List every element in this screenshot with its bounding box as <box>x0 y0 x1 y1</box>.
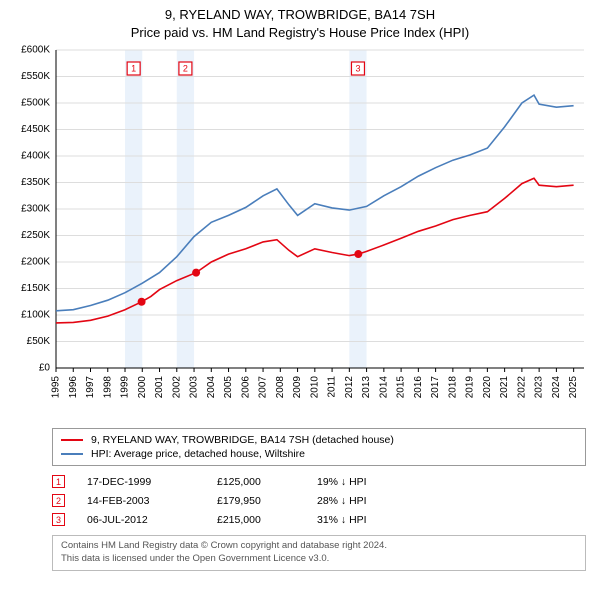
y-tick-label: £200K <box>21 257 50 268</box>
sale-hpi-delta: 31% ↓ HPI <box>317 514 407 526</box>
footer-line1: Contains HM Land Registry data © Crown c… <box>61 540 577 553</box>
x-tick-label: 1998 <box>102 376 113 399</box>
sale-price: £125,000 <box>217 476 317 488</box>
y-tick-label: £0 <box>39 363 51 374</box>
sale-marker-icon: 2 <box>52 494 65 507</box>
x-tick-label: 2003 <box>189 376 200 399</box>
x-tick-label: 2004 <box>206 376 217 399</box>
x-tick-label: 2018 <box>447 376 458 399</box>
sale-dot <box>138 298 146 306</box>
y-tick-label: £250K <box>21 231 50 242</box>
x-tick-label: 2001 <box>154 376 165 399</box>
sale-date: 06-JUL-2012 <box>87 514 217 526</box>
sale-marker-num: 3 <box>355 64 360 74</box>
sale-hpi-delta: 28% ↓ HPI <box>317 495 407 507</box>
title-block: 9, RYELAND WAY, TROWBRIDGE, BA14 7SH Pri… <box>0 0 600 44</box>
x-tick-label: 1997 <box>85 376 96 399</box>
x-tick-label: 2013 <box>361 376 372 399</box>
x-tick-label: 2014 <box>378 376 389 399</box>
y-tick-label: £300K <box>21 204 50 215</box>
x-tick-label: 2021 <box>499 376 510 399</box>
sale-marker-icon: 3 <box>52 513 65 526</box>
y-tick-label: £350K <box>21 178 50 189</box>
x-tick-label: 2015 <box>396 376 407 399</box>
sale-marker-icon: 1 <box>52 475 65 488</box>
y-tick-label: £150K <box>21 284 50 295</box>
legend-label: HPI: Average price, detached house, Wilt… <box>91 448 305 460</box>
x-tick-label: 2025 <box>568 376 579 399</box>
legend-swatch <box>61 439 83 441</box>
x-tick-label: 2006 <box>240 376 251 399</box>
sale-row: 1 17-DEC-1999£125,00019% ↓ HPI <box>52 472 586 491</box>
sale-marker-num: 1 <box>131 64 136 74</box>
x-tick-label: 2007 <box>258 376 269 399</box>
x-tick-label: 2022 <box>516 376 527 399</box>
sale-row: 2 14-FEB-2003£179,95028% ↓ HPI <box>52 491 586 510</box>
footer-line2: This data is licensed under the Open Gov… <box>61 553 577 566</box>
x-tick-label: 1996 <box>68 376 79 399</box>
x-tick-label: 2023 <box>534 376 545 399</box>
sale-date: 14-FEB-2003 <box>87 495 217 507</box>
legend-row: HPI: Average price, detached house, Wilt… <box>61 447 577 461</box>
chart-container: 9, RYELAND WAY, TROWBRIDGE, BA14 7SH Pri… <box>0 0 600 590</box>
sale-dot <box>192 269 200 277</box>
sales-table: 1 17-DEC-1999£125,00019% ↓ HPI 2 14-FEB-200… <box>52 472 586 529</box>
y-tick-label: £550K <box>21 72 50 83</box>
chart-area: £0 £50K £100K £150K £200K £250K £300K £350K £400… <box>8 44 592 424</box>
sale-date: 17-DEC-1999 <box>87 476 217 488</box>
sale-price: £215,000 <box>217 514 317 526</box>
sale-marker-num: 2 <box>183 64 188 74</box>
x-tick-label: 2019 <box>465 376 476 399</box>
chart-svg: £0 £50K £100K £150K £200K £250K £300K £350K £400… <box>8 44 592 424</box>
x-tick-label: 2017 <box>430 376 441 399</box>
y-tick-label: £100K <box>21 310 50 321</box>
x-tick-label: 1999 <box>120 376 131 399</box>
legend-swatch <box>61 453 83 455</box>
sale-hpi-delta: 19% ↓ HPI <box>317 476 407 488</box>
title-subtitle: Price paid vs. HM Land Registry's House … <box>0 24 600 42</box>
x-tick-label: 2020 <box>482 376 493 399</box>
y-tick-label: £500K <box>21 98 50 109</box>
legend: 9, RYELAND WAY, TROWBRIDGE, BA14 7SH (de… <box>52 428 586 466</box>
x-tick-label: 2024 <box>551 376 562 399</box>
sale-row: 3 06-JUL-2012£215,00031% ↓ HPI <box>52 510 586 529</box>
legend-label: 9, RYELAND WAY, TROWBRIDGE, BA14 7SH (de… <box>91 434 394 446</box>
x-tick-label: 2009 <box>292 376 303 399</box>
x-tick-label: 2011 <box>327 376 338 398</box>
x-tick-label: 2002 <box>171 376 182 399</box>
legend-row: 9, RYELAND WAY, TROWBRIDGE, BA14 7SH (de… <box>61 433 577 447</box>
x-tick-label: 2005 <box>223 376 234 399</box>
x-tick-label: 1995 <box>51 376 62 399</box>
x-tick-label: 2000 <box>137 376 148 399</box>
y-tick-label: £50K <box>27 337 51 348</box>
y-tick-label: £400K <box>21 151 50 162</box>
x-tick-label: 2012 <box>344 376 355 399</box>
sale-price: £179,950 <box>217 495 317 507</box>
title-address: 9, RYELAND WAY, TROWBRIDGE, BA14 7SH <box>0 6 600 24</box>
y-tick-label: £450K <box>21 125 50 136</box>
footer-attribution: Contains HM Land Registry data © Crown c… <box>52 535 586 571</box>
x-tick-label: 2016 <box>413 376 424 399</box>
x-tick-label: 2008 <box>275 376 286 399</box>
y-tick-label: £600K <box>21 45 50 56</box>
x-tick-label: 2010 <box>309 376 320 399</box>
sale-dot <box>354 250 362 258</box>
